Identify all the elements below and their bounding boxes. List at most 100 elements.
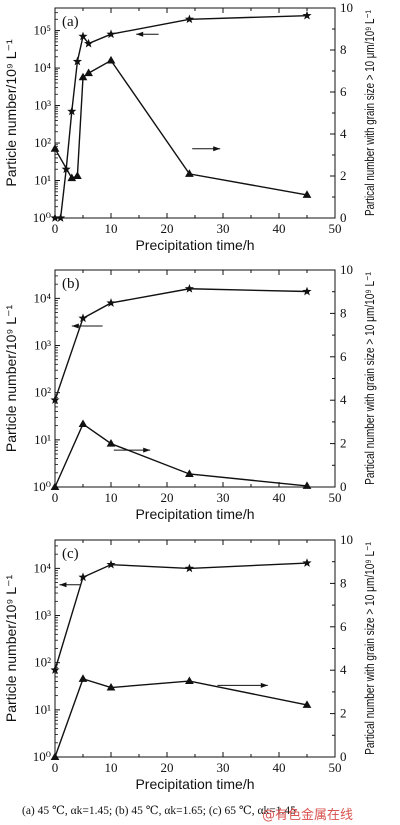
y-left-tick-label: 10⁵ <box>33 23 51 38</box>
series-line-star <box>54 288 308 401</box>
x-tick-label: 20 <box>161 760 174 775</box>
y-right-tick-label: 4 <box>340 662 347 677</box>
arrow-head <box>59 582 67 588</box>
y-right-tick-label: 0 <box>340 749 347 764</box>
x-tick-label: 10 <box>105 760 118 775</box>
triangle-marker <box>106 439 116 447</box>
triangle-marker <box>185 469 194 477</box>
series-line-triangle <box>54 59 308 196</box>
y-left-tick-label: 10⁴ <box>33 290 51 305</box>
y-left-tick-label: 10³ <box>34 338 51 353</box>
x-tick-label: 20 <box>161 490 174 505</box>
watermark: @有色金属在线 <box>262 808 354 823</box>
x-tick-label: 10 <box>105 221 118 236</box>
y-left-axis-label: Particle number/10⁹ L⁻¹ <box>3 305 19 453</box>
y-right-tick-label: 8 <box>340 575 347 590</box>
x-axis-label: Precipitation time/h <box>135 776 254 792</box>
triangle-marker <box>73 171 82 179</box>
star-marker <box>78 31 88 41</box>
star-marker <box>84 38 94 48</box>
y-left-tick-label: 10¹ <box>34 173 51 188</box>
x-tick-label: 40 <box>273 760 286 775</box>
x-tick-label: 0 <box>52 760 59 775</box>
y-right-tick-label: 4 <box>340 392 347 407</box>
star-marker <box>106 29 116 39</box>
y-right-tick-label: 8 <box>340 42 347 57</box>
plot-frame <box>54 539 336 758</box>
star-marker <box>302 10 312 20</box>
star-marker <box>50 395 60 404</box>
triangle-marker <box>78 419 88 428</box>
y-right-tick-label: 6 <box>340 84 347 99</box>
arrow-head <box>136 31 144 37</box>
x-tick-label: 50 <box>329 490 342 505</box>
x-tick-label: 50 <box>329 221 342 236</box>
star-marker <box>106 559 116 569</box>
star-marker <box>184 283 194 293</box>
triangle-marker <box>302 481 312 489</box>
star-marker <box>302 558 312 567</box>
x-tick-label: 30 <box>217 221 230 236</box>
y-left-tick-label: 10³ <box>34 608 51 623</box>
y-left-tick-label: 10³ <box>34 98 51 113</box>
y-left-tick-label: 10⁰ <box>33 749 51 764</box>
y-right-tick-label: 10 <box>340 262 353 277</box>
triangle-marker <box>84 68 93 77</box>
y-right-tick-label: 2 <box>340 706 347 721</box>
triangle-marker <box>302 190 312 198</box>
triangle-marker <box>302 700 312 708</box>
y-right-axis-label: Partical number with grain size > 10 μm/… <box>362 10 377 216</box>
star-marker <box>302 286 312 296</box>
x-tick-label: 50 <box>329 760 342 775</box>
star-marker <box>78 572 88 582</box>
triangle-marker <box>50 752 60 760</box>
x-tick-label: 0 <box>52 490 59 505</box>
triangle-marker <box>185 676 194 685</box>
star-marker <box>184 563 194 573</box>
panel-label: (b) <box>62 276 80 292</box>
star-marker <box>106 298 116 307</box>
y-right-tick-label: 6 <box>340 619 347 634</box>
y-right-tick-label: 4 <box>340 126 347 141</box>
panel-label: (c) <box>62 546 79 562</box>
triangle-marker <box>67 173 77 182</box>
chart-panel-3: 0 10 20 30 40 50 10⁰ 10¹ 10² 10³ 10⁴ 0 2 4 6 8 10 Precipi… <box>3 532 377 792</box>
x-tick-label: 40 <box>273 490 286 505</box>
y-right-tick-label: 2 <box>340 436 347 451</box>
chart-panel-2: 0 10 20 30 40 50 10⁰ 10¹ 10² 10³ 10⁴ 0 2 4 6 8 10 Precipi… <box>3 262 377 522</box>
y-right-tick-label: 6 <box>340 349 347 364</box>
triangle-marker <box>50 482 60 490</box>
star-marker <box>72 56 82 66</box>
star-marker <box>184 14 194 24</box>
panel-label: (a) <box>62 14 79 30</box>
arrow-head <box>143 447 151 453</box>
series-line-triangle <box>54 678 308 758</box>
chart-panel-1: 0 10 20 30 40 50 10⁰ 10¹ 10² 10³ 10⁴ 10⁵ 0 2 4 6 8 10 Prec… <box>3 0 377 253</box>
x-axis-label: Precipitation time/h <box>135 237 254 253</box>
y-left-tick-label: 10⁴ <box>33 60 51 75</box>
arrow-head <box>260 682 268 688</box>
y-right-axis-label: Partical number with grain size > 10 μm/… <box>362 542 377 755</box>
star-marker <box>50 213 60 222</box>
y-left-axis-label: Particle number/10⁹ L⁻¹ <box>3 575 19 723</box>
star-marker <box>50 665 60 674</box>
triangle-marker <box>78 72 88 81</box>
y-right-tick-label: 10 <box>340 532 353 547</box>
x-tick-label: 0 <box>52 221 59 236</box>
y-left-tick-label: 10⁰ <box>33 210 51 225</box>
y-left-tick-label: 10² <box>34 385 51 400</box>
triangle-marker <box>106 55 116 64</box>
star-marker <box>56 213 66 222</box>
series-line-triangle <box>54 423 308 488</box>
x-tick-label: 30 <box>217 490 230 505</box>
triangle-marker <box>50 144 60 152</box>
y-left-axis-label: Particle number/10⁹ L⁻¹ <box>3 39 19 187</box>
series-line-star <box>54 562 308 671</box>
y-right-axis-label: Partical number with grain size > 10 μm/… <box>362 272 377 485</box>
y-right-tick-label: 2 <box>340 168 347 183</box>
x-tick-label: 10 <box>105 490 118 505</box>
star-marker <box>78 313 88 323</box>
y-left-tick-label: 10² <box>34 135 51 150</box>
y-left-tick-label: 10¹ <box>34 702 51 717</box>
